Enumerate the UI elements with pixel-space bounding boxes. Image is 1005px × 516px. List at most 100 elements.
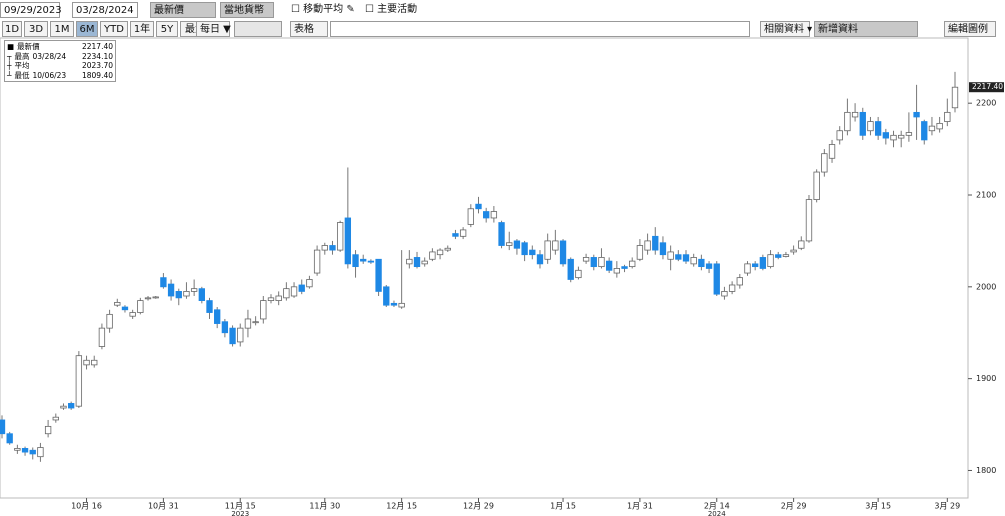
field-select[interactable]: 最新價	[150, 2, 216, 18]
candle-body	[260, 300, 267, 320]
candle-body	[329, 245, 336, 251]
edit-legend[interactable]: 編輯圖例	[944, 21, 996, 37]
period-button[interactable]: 3D	[24, 21, 48, 37]
x-tick-label: 1月 31	[627, 502, 653, 511]
candle-body	[775, 254, 782, 258]
candle-body	[713, 263, 720, 295]
legend-label: 最低	[14, 70, 30, 80]
legend-entry: ┬ 最高 03/28/24 2234.10	[7, 52, 113, 62]
legend-icon: ┬	[7, 51, 12, 61]
candle-body	[490, 211, 498, 219]
candle-body	[429, 251, 436, 260]
candle-body	[121, 306, 129, 311]
start-date[interactable]: 09/29/2023	[0, 2, 62, 18]
candle-body	[267, 297, 275, 301]
year-label: 2023	[231, 510, 249, 516]
candle-body	[398, 302, 405, 308]
x-tick-label: 10月 31	[148, 502, 179, 511]
candle-body	[183, 291, 190, 297]
period-button[interactable]: 6M	[76, 21, 98, 37]
moving-average[interactable]: ☐ 移動平均 ✎	[291, 4, 355, 15]
candle-body	[736, 277, 743, 286]
x-tick-label: 12月 15	[386, 502, 417, 511]
last-price-tag	[969, 82, 1004, 93]
candle-body	[690, 257, 697, 265]
candle-body	[559, 240, 567, 265]
candle-body	[383, 286, 390, 306]
candle-body	[390, 302, 398, 306]
candle-body	[513, 240, 521, 249]
candle-body	[114, 302, 121, 306]
candle-body	[198, 288, 205, 301]
candle-body	[621, 266, 628, 269]
candle-body	[483, 211, 490, 219]
candle-body	[705, 263, 713, 269]
candle-body	[851, 111, 859, 118]
candle-body	[498, 222, 505, 246]
candle-body	[636, 245, 644, 260]
candle-body	[237, 327, 244, 343]
candle-body	[675, 254, 682, 260]
table-button[interactable]: 表格	[290, 21, 328, 37]
candle-body	[306, 279, 313, 288]
candle-body	[805, 199, 813, 242]
period-button[interactable]: YTD	[100, 21, 128, 37]
y-tick-label: 2100	[976, 191, 996, 200]
candle-body	[129, 312, 136, 317]
candle-body	[782, 254, 790, 257]
last-price-label: 2217.40	[972, 82, 1003, 91]
candle-body	[728, 284, 736, 292]
label: 主要活動	[377, 4, 418, 15]
related[interactable]: 相關資料 ▾	[760, 21, 812, 37]
candle-body	[313, 249, 321, 274]
search[interactable]	[330, 21, 750, 37]
candle-body	[844, 111, 851, 132]
legend-icon: ┴	[7, 70, 12, 80]
legend-value: 2023.70	[81, 61, 113, 70]
legend-label: 最新價	[17, 42, 40, 51]
x-tick-label: 2月 29	[781, 502, 807, 511]
candle-body	[536, 254, 544, 265]
candle-body	[944, 111, 951, 122]
candle-body	[444, 247, 451, 251]
period-button[interactable]: 5Y	[156, 21, 178, 37]
legend-label: 最高	[14, 51, 30, 61]
period-button[interactable]: 1M	[50, 21, 74, 37]
candle-body	[244, 318, 252, 329]
currency-select[interactable]: 當地貨幣	[220, 2, 274, 18]
candle-body	[175, 291, 182, 299]
candle-body	[221, 321, 229, 334]
candle-body	[375, 258, 382, 292]
frequency[interactable]: 每日 ▼	[196, 21, 231, 37]
x-tick-label: 3月 29	[934, 502, 960, 511]
legend-entry: ┴ 最低 10/06/23 1809.40	[7, 71, 113, 81]
y-tick-label: 2000	[976, 282, 996, 291]
candle-body	[659, 242, 667, 256]
key-events[interactable]: ☐ 主要活動	[365, 4, 418, 15]
period-button[interactable]: 1年	[130, 21, 154, 37]
x-tick-label: 11月 30	[309, 502, 340, 511]
candle-body	[214, 309, 221, 324]
candle-body	[544, 240, 551, 260]
candle-body	[106, 313, 113, 329]
candle-body	[152, 296, 159, 299]
y-tick-label: 1800	[976, 466, 996, 475]
candle-body	[290, 286, 298, 297]
period-button[interactable]: 1D	[2, 21, 22, 37]
add-data[interactable]: 新增資料	[814, 21, 918, 37]
candle-body	[167, 283, 175, 297]
legend: ■ 最新價 2217.40 ┬ 最高 03/28/24 2234.10 ┼ 平均 2023.70 ┴…	[4, 40, 116, 82]
candle-body	[21, 448, 29, 453]
candle-body	[60, 405, 67, 409]
candle-body	[459, 229, 467, 237]
candle-body	[275, 295, 282, 301]
candle-body	[951, 86, 959, 109]
candle-body	[698, 258, 705, 268]
legend-icon: ┼	[7, 61, 12, 70]
candle-body	[190, 288, 198, 292]
candle-body	[567, 258, 574, 280]
candle-body	[52, 416, 59, 421]
end-date[interactable]: 03/28/2024	[72, 2, 138, 18]
